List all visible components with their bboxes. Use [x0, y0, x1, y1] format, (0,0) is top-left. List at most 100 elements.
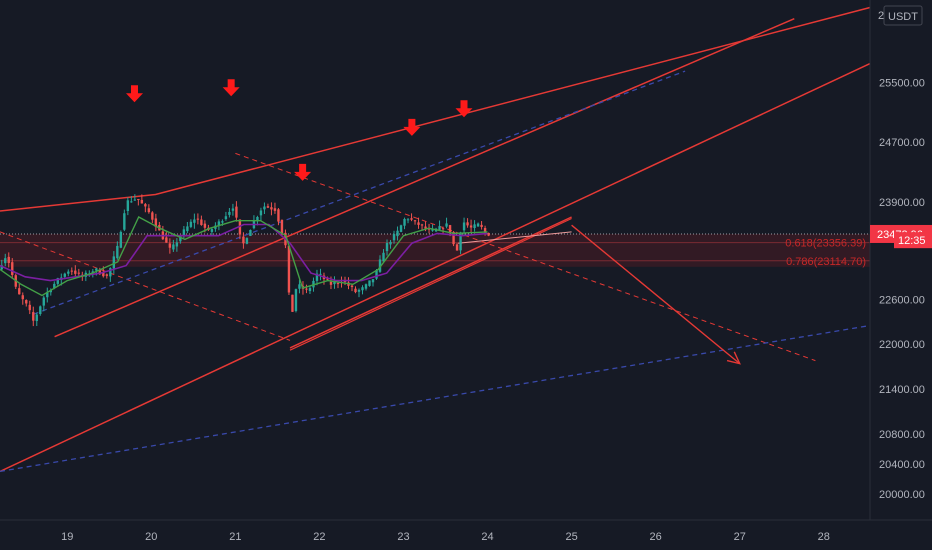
candle-body	[361, 287, 364, 291]
peak-marker-arrow	[222, 79, 240, 97]
candle-body	[326, 278, 329, 280]
candle-body	[273, 208, 277, 211]
candle-body	[77, 272, 81, 274]
candle-body	[403, 218, 406, 226]
trendline	[289, 216, 572, 349]
candlesticks	[0, 194, 490, 327]
candle-body	[175, 242, 179, 247]
fib-level-label-618: 0.618(23356.39)	[785, 238, 866, 250]
y-tick-labels: 25500.00 24700.00 23900.00 22600.00 2200…	[879, 77, 925, 501]
moving-averages	[0, 216, 488, 297]
y-axis[interactable]: 2 USDT 25500.00 24700.00 23900.00 22600.…	[869, 0, 932, 520]
y-tick-label: 20800.00	[879, 429, 925, 441]
candle-body	[98, 270, 102, 275]
candle-body	[21, 295, 24, 300]
x-tick-label: 26	[650, 531, 662, 543]
peak-markers	[125, 79, 473, 181]
candle-body	[305, 288, 308, 290]
candle-body	[63, 273, 66, 277]
y-tick-label: 21400.00	[879, 384, 925, 396]
candle-body	[193, 219, 196, 223]
peak-marker-arrow	[403, 118, 421, 136]
candle-body	[466, 222, 469, 226]
candle-body	[179, 236, 182, 242]
candle-body	[189, 221, 193, 227]
candle-body	[105, 274, 109, 276]
projection-arrow-shaft	[571, 224, 741, 365]
candle-body	[28, 304, 31, 311]
candle-body	[116, 245, 119, 259]
x-tick-label: 27	[734, 531, 746, 543]
candle-body	[336, 283, 340, 285]
x-tick-label: 19	[61, 531, 73, 543]
candle-body	[406, 219, 410, 221]
candle-body	[382, 252, 385, 262]
y-tick-label: 22600.00	[879, 294, 925, 306]
candle-body	[126, 200, 130, 211]
candle-body	[417, 222, 420, 225]
candle-body	[256, 216, 259, 222]
candle-body	[203, 223, 207, 228]
y-tick-label-partial: 2	[878, 10, 884, 22]
candle-body	[445, 223, 448, 227]
x-tick-label: 24	[481, 531, 493, 543]
candle-body	[280, 219, 284, 235]
candle-body	[392, 234, 396, 241]
candle-body	[196, 218, 200, 220]
candle-body	[228, 211, 231, 215]
fib-labels: 0.618(23356.39) 0.786(23114.70)	[785, 238, 866, 268]
candle-body	[130, 201, 133, 203]
candle-body	[354, 288, 357, 293]
candle-body	[294, 289, 298, 312]
candle-body	[39, 306, 42, 315]
candle-body	[242, 236, 245, 244]
candle-body	[424, 226, 427, 229]
candle-body	[389, 241, 392, 245]
x-axis[interactable]: 19 20 21 22 23 24 25 26 27 28	[0, 519, 932, 543]
candle-body	[245, 238, 249, 244]
candle-body	[413, 220, 417, 222]
candle-body	[368, 280, 371, 286]
candle-body	[46, 291, 49, 298]
candle-body	[95, 268, 98, 271]
candle-body	[56, 278, 59, 284]
candle-body	[287, 245, 291, 293]
candle-body	[452, 231, 455, 245]
trendline	[0, 324, 871, 473]
candle-body	[364, 284, 368, 289]
candle-body	[350, 285, 354, 288]
candle-body	[224, 216, 228, 220]
x-tick-label: 21	[229, 531, 241, 543]
candle-body	[18, 288, 21, 295]
currency-unit-box[interactable]	[883, 5, 923, 26]
candle-body	[74, 270, 77, 274]
candle-body	[420, 224, 424, 226]
fib-level-label-786: 0.786(23114.70)	[786, 256, 866, 268]
candle-body	[371, 279, 375, 283]
currency-unit-label: USDT	[888, 11, 918, 23]
candle-body	[70, 270, 73, 272]
candle-body	[35, 314, 38, 322]
candle-body	[200, 219, 203, 225]
x-tick-label: 22	[313, 531, 325, 543]
candle-body	[476, 223, 480, 227]
candle-body	[455, 244, 459, 251]
candle-body	[375, 270, 378, 279]
candle-body	[147, 208, 151, 213]
y-tick-label: 22000.00	[879, 339, 925, 351]
candle-body	[151, 212, 154, 220]
candle-body	[462, 222, 466, 231]
trendline	[0, 6, 871, 212]
y-tick-label: 25500.00	[879, 77, 925, 89]
candle-body	[231, 208, 235, 211]
candle-body	[235, 206, 238, 218]
candle-body	[308, 288, 312, 292]
trendlines	[0, 6, 871, 473]
candle-body	[7, 256, 10, 263]
candle-body	[277, 209, 280, 222]
x-tick-label: 20	[145, 531, 157, 543]
candle-body	[459, 232, 462, 251]
x-tick-labels: 19 20 21 22 23 24 25 26 27 28	[61, 531, 830, 543]
